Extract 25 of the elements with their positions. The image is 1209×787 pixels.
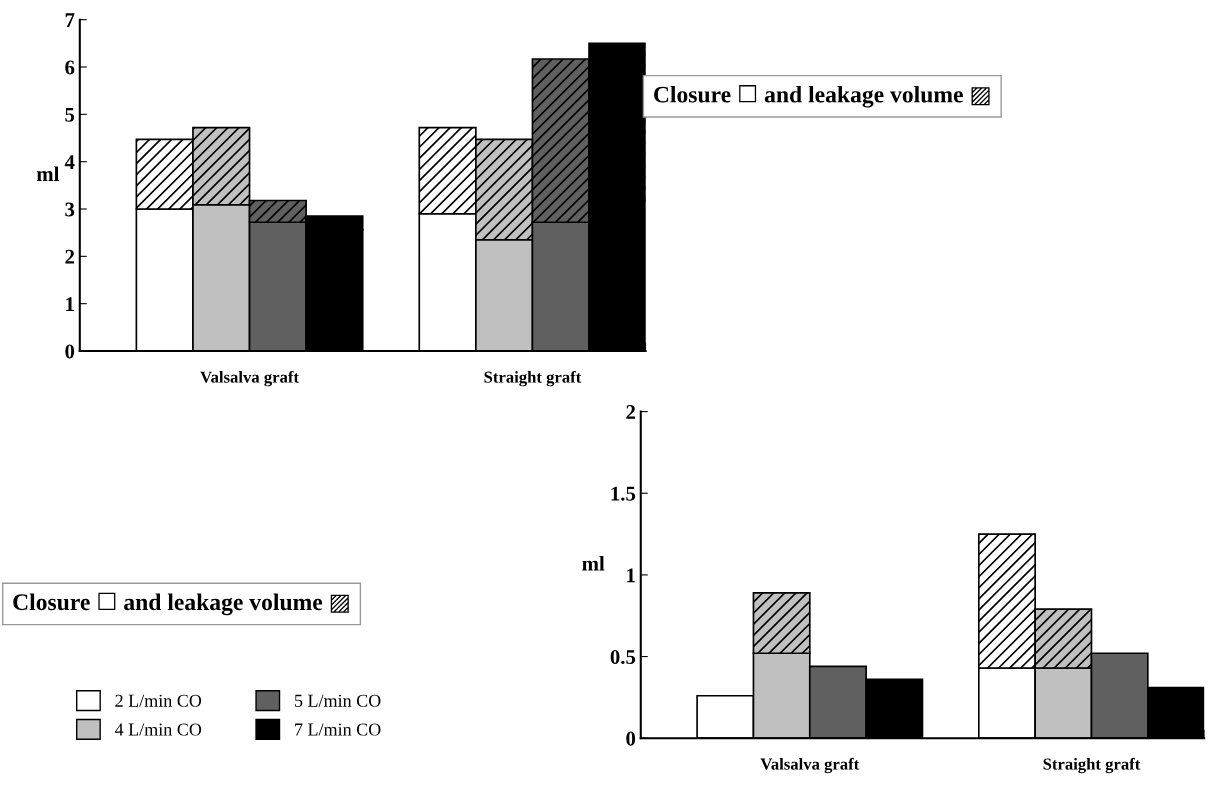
y-tick-label: 0 — [626, 731, 636, 746]
y-tick-label: 3 — [65, 202, 75, 217]
y-tick-label: 0.5 — [610, 649, 636, 665]
text: Straight graft — [1043, 757, 1141, 774]
y-tick-label: 1 — [66, 297, 74, 311]
y-tick-label: 4 — [64, 155, 75, 169]
legend-label: 4 L/min CO — [114, 723, 202, 736]
text: Straight graft — [484, 370, 582, 387]
y-axis-title: ml — [36, 166, 60, 181]
y-tick-label: 2 — [626, 405, 636, 419]
legend-label: 5 L/min CO — [295, 694, 381, 707]
text: Valsalva graft — [760, 757, 860, 774]
y-tick-label: 2 — [65, 249, 75, 264]
y-tick-label: 1 — [627, 568, 635, 583]
legend-label: 7 L/min CO — [295, 723, 381, 736]
text: Valsalva graft — [200, 370, 299, 387]
text: Closure ☐ and leakage volume ▨ — [13, 592, 349, 616]
y-tick-label: 0 — [65, 344, 75, 359]
y-tick-label: 7 — [65, 13, 75, 27]
y-tick-label: 6 — [65, 60, 75, 75]
y-tick-label: 1.5 — [611, 486, 636, 501]
y-tick-label: 5 — [65, 107, 75, 122]
y-axis-title: ml — [582, 556, 605, 571]
legend-label: 2 L/min CO — [115, 694, 202, 707]
text: Closure ☐ and leakage volume ▨ — [654, 85, 990, 108]
